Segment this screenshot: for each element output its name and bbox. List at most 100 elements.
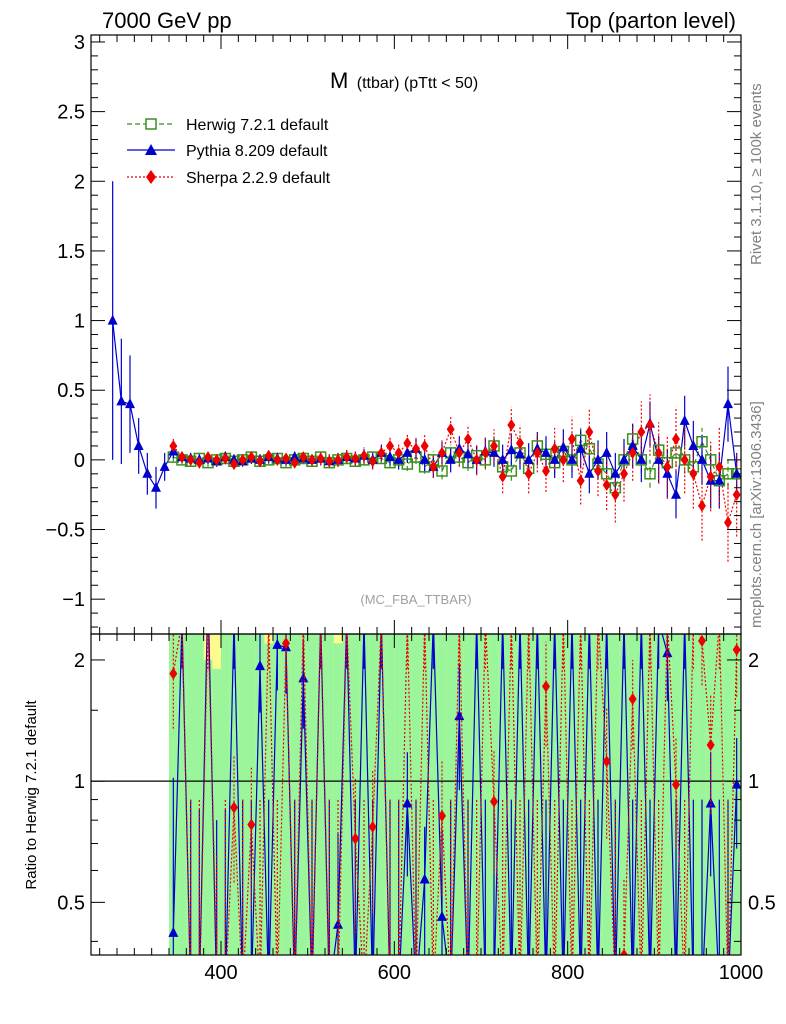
main-pythia-point-54 — [575, 442, 586, 453]
ratio-ytick-label-right-0: 0.5 — [748, 892, 776, 914]
ratio-pythia-line — [172, 634, 738, 955]
main-title: M (ttbar) (pTtt < 50) — [330, 68, 478, 93]
main-sherpa-point-28 — [412, 442, 420, 455]
main-pythia-point-0 — [107, 314, 118, 325]
analysis-watermark: (MC_FBA_TTBAR) — [360, 592, 471, 607]
main-sherpa-point-48 — [585, 426, 594, 439]
main-herwig-point-48 — [583, 442, 596, 455]
band-green-10 — [255, 634, 265, 955]
main-sherpa-point-55 — [646, 419, 654, 432]
band-green-36 — [481, 634, 491, 955]
ratio-pythia-point-65 — [731, 778, 741, 789]
legend-pythia-marker — [145, 144, 157, 155]
main-sherpa-point-36 — [481, 446, 490, 459]
main-sherpa-point-10 — [256, 455, 264, 468]
ratio-sherpa-point-37 — [490, 795, 498, 808]
ratio-sherpa-point-65 — [732, 643, 741, 656]
main-pythia-point-6 — [159, 460, 170, 471]
main-sherpa-point-42 — [533, 446, 542, 459]
band-green-13 — [281, 634, 291, 955]
ratio-ytick-label-left-2: 2 — [74, 650, 85, 672]
main-pythia-point-36 — [419, 453, 430, 464]
band-green-30 — [429, 634, 439, 955]
main-sherpa-point-33 — [455, 446, 464, 459]
ratio-xtick-label-1: 600 — [378, 962, 411, 984]
axes: −1 −0.5 0 0.5 1 1.5 2 2.5 3 400 600 800 1000 0.5 0.5 1 1… — [46, 32, 776, 984]
band-green-40 — [515, 634, 525, 955]
main-sherpa-point-31 — [438, 446, 446, 459]
band-green-3 — [195, 634, 205, 955]
band-green-33 — [455, 634, 465, 955]
band-green-42 — [533, 634, 543, 955]
main-pythia-point-48 — [523, 453, 534, 464]
band-green-64 — [723, 634, 733, 955]
main-sherpa-point-8 — [238, 453, 247, 466]
main-sherpa-point-61 — [698, 499, 706, 512]
main-sherpa-point-0 — [169, 439, 178, 452]
ratio-sherpa-point-58 — [672, 778, 680, 791]
band-green-56 — [654, 634, 664, 955]
header-left: 7000 GeV pp — [102, 8, 232, 33]
mcplots-label: mcplots.cern.ch [arXiv:1306.3436] — [748, 401, 765, 628]
main-sherpa-point-17 — [316, 452, 325, 465]
band-green-19 — [333, 643, 343, 955]
band-green-29 — [420, 634, 430, 955]
main-pythia-point-5 — [151, 481, 161, 492]
legend-entry-herwig: Herwig 7.2.1 default — [127, 117, 329, 134]
band-green-61 — [697, 634, 707, 955]
main-sherpa-point-25 — [386, 439, 394, 452]
main-herwig-point-31 — [436, 465, 448, 477]
band-green-45 — [559, 634, 569, 955]
ratio-pythia-point-31 — [437, 910, 447, 921]
main-sherpa-point-23 — [368, 455, 377, 468]
main-herwig-point-55 — [644, 468, 656, 480]
band-green-51 — [611, 634, 621, 955]
main-sherpa-point-3 — [195, 456, 204, 469]
legend-entry-sherpa: Sherpa 2.2.9 default — [127, 170, 331, 187]
main-sherpa-line — [172, 423, 738, 523]
main-sherpa-point-43 — [542, 465, 550, 478]
ratio-pythia-point-29 — [419, 873, 430, 884]
main-sherpa-point-62 — [706, 470, 715, 483]
ratio-pythia-point-62 — [705, 797, 716, 808]
ratio-sherpa-point-9 — [247, 818, 256, 831]
main-sherpa-point-21 — [351, 452, 360, 465]
band-green-4 — [203, 659, 213, 955]
legend-entry-pythia: Pythia 8.209 default — [127, 143, 328, 160]
main-sherpa-point-18 — [325, 455, 334, 468]
main-sherpa-point-44 — [550, 442, 559, 455]
band-green-63 — [715, 634, 725, 955]
band-green-20 — [342, 634, 352, 955]
main-sherpa-point-41 — [524, 467, 533, 480]
main-sherpa-point-24 — [377, 446, 386, 459]
header-right: Top (parton level) — [566, 8, 736, 33]
main-sherpa-point-51 — [611, 488, 620, 501]
legend: Herwig 7.2.1 default Pythia 8.209 defaul… — [127, 117, 331, 187]
band-green-43 — [541, 634, 551, 955]
ratio-xtick-label-3: 1000 — [719, 962, 764, 984]
ratio-sherpa-point-50 — [602, 755, 611, 768]
ratio-sherpa-line — [172, 634, 738, 955]
main-herwig-point-27 — [401, 458, 414, 470]
rivet-label: Rivet 3.1.10, ≥ 100k events — [748, 83, 765, 265]
main-herwig-point-39 — [505, 465, 518, 477]
ratio-pythia-point-27 — [402, 797, 413, 808]
band-green-23 — [368, 634, 378, 955]
main-sherpa-point-26 — [394, 446, 403, 459]
legend-herwig-marker — [145, 118, 157, 130]
ratio-sherpa-point-21 — [351, 832, 360, 845]
band-green-48 — [585, 634, 595, 955]
ratio-ylabel: Ratio to Herwig 7.2.1 default — [23, 700, 40, 890]
main-pythia-point-3 — [133, 439, 144, 450]
ratio-ytick-label-right-2: 2 — [748, 650, 759, 672]
band-green-60 — [689, 634, 699, 955]
legend-pythia-label: Pythia 8.209 default — [186, 143, 328, 160]
band-green-39 — [507, 634, 517, 955]
main-sherpa-point-58 — [672, 432, 680, 445]
ratio-pythia-point-19 — [333, 918, 343, 929]
main-pythia-point-68 — [697, 453, 707, 464]
band-green-21 — [351, 634, 361, 955]
band-green-53 — [628, 634, 638, 955]
main-sherpa-point-14 — [290, 456, 299, 469]
